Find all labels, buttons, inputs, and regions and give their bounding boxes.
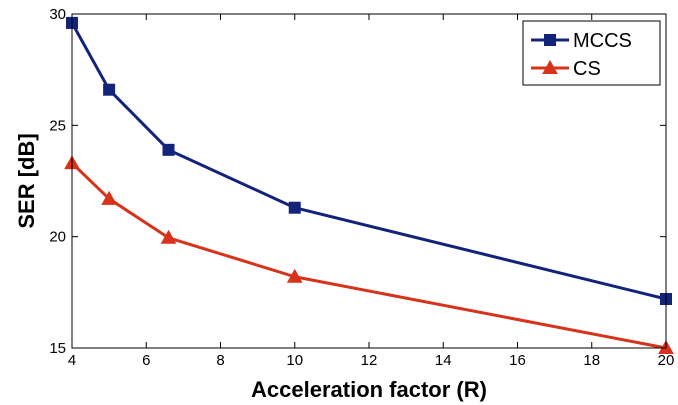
x-tick-label: 14 (435, 352, 452, 369)
legend-box (522, 20, 661, 86)
legend-item-mccs: MCCS (531, 30, 632, 52)
legend-item-cs: CS (531, 58, 601, 80)
x-tick-label: 12 (361, 352, 378, 369)
y-tick-label: 15 (49, 340, 66, 357)
y-axis-title: SER [dB] (14, 133, 39, 228)
data-point-cs (101, 190, 117, 205)
legend: MCCS CS (522, 20, 661, 86)
data-point-mccs (162, 143, 175, 156)
x-tick-label: 6 (142, 352, 150, 369)
data-point-mccs (103, 83, 116, 96)
data-point-cs (286, 268, 303, 283)
x-tick-label: 4 (68, 352, 76, 369)
axis-ticks: 4 6 8 10 12 14 16 18 20 15 20 25 30 (49, 6, 674, 369)
y-tick-label: 30 (49, 6, 66, 23)
data-point-cs (160, 229, 177, 244)
x-tick-label: 18 (583, 352, 600, 369)
x-tick-label: 20 (658, 352, 675, 369)
x-axis-title: Acceleration factor (R) (251, 377, 487, 402)
y-tick-label: 25 (49, 117, 66, 134)
plot-frame (71, 13, 667, 349)
x-tick-label: 8 (216, 352, 224, 369)
y-tick-label: 20 (49, 229, 66, 246)
data-point-mccs (288, 201, 301, 214)
series-cs (64, 155, 674, 354)
legend-label: MCCS (573, 30, 632, 52)
x-tick-label: 10 (286, 352, 303, 369)
legend-swatch-marker (544, 34, 556, 46)
x-tick-label: 16 (509, 352, 526, 369)
legend-label: CS (573, 58, 601, 80)
legend-swatch-marker (542, 59, 558, 74)
